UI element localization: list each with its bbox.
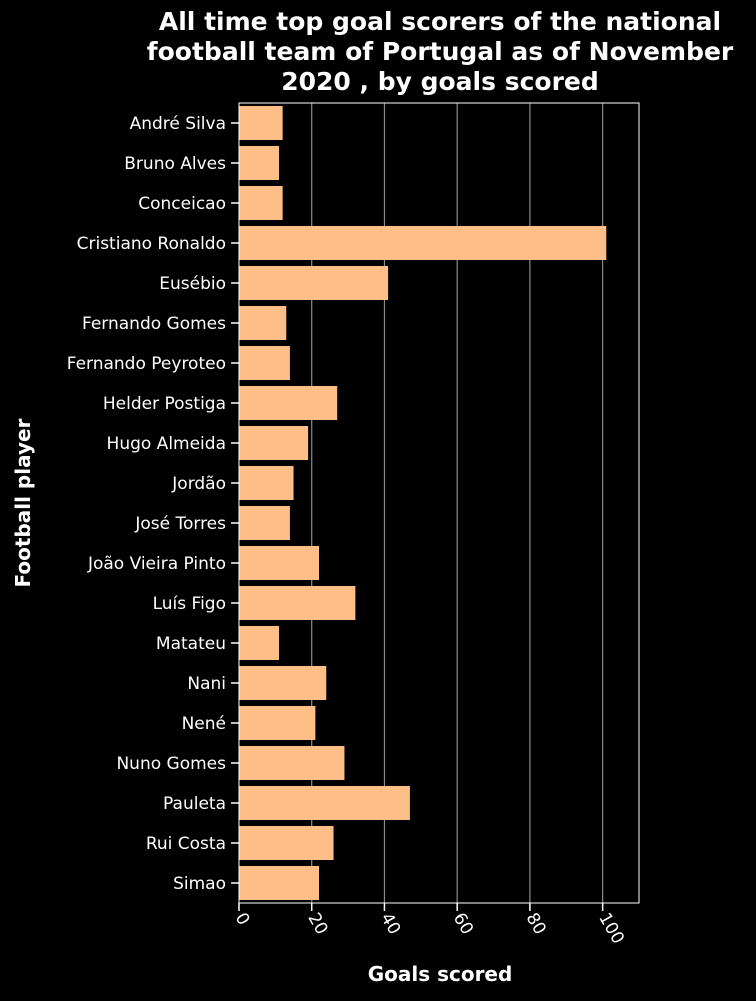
y-tick-label-1: Bruno Alves: [124, 154, 226, 174]
bar-12: [239, 586, 356, 620]
y-tick-label-7: Helder Postiga: [103, 394, 226, 414]
y-tick-label-5: Fernando Gomes: [82, 314, 226, 334]
y-tick-label-6: Fernando Peyroteo: [67, 354, 226, 374]
bar-15: [239, 706, 316, 740]
y-tick-label-4: Eusébio: [159, 274, 226, 294]
y-tick-label-9: Jordão: [171, 474, 226, 494]
bar-17: [239, 786, 410, 820]
bar-10: [239, 506, 290, 540]
y-axis-label: Football player: [11, 418, 35, 587]
y-tick-label-0: André Silva: [130, 114, 226, 134]
y-tick-label-12: Luís Figo: [153, 594, 226, 614]
y-tick-label-14: Nani: [187, 674, 226, 694]
y-tick-label-13: Matateu: [156, 634, 226, 654]
y-tick-label-16: Nuno Gomes: [116, 754, 226, 774]
y-tick-label-18: Rui Costa: [146, 834, 226, 854]
bar-13: [239, 626, 279, 660]
y-tick-label-19: Simao: [173, 874, 226, 894]
bar-9: [239, 466, 294, 500]
chart-title-line-2: football team of Portugal as of November: [147, 37, 734, 66]
bar-16: [239, 746, 345, 780]
bar-7: [239, 386, 338, 420]
bar-18: [239, 826, 334, 860]
bar-2: [239, 186, 283, 220]
bar-3: [239, 226, 607, 260]
bar-5: [239, 306, 287, 340]
y-tick-label-15: Nené: [182, 714, 226, 734]
y-tick-label-10: José Torres: [134, 514, 226, 534]
y-tick-label-2: Conceicao: [138, 194, 226, 214]
chart-title-line-1: All time top goal scorers of the nationa…: [159, 7, 721, 36]
y-tick-label-8: Hugo Almeida: [107, 434, 226, 454]
bar-0: [239, 106, 283, 140]
y-tick-label-11: João Vieira Pinto: [87, 554, 226, 574]
bar-11: [239, 546, 319, 580]
chart-title-line-3: 2020 , by goals scored: [281, 67, 599, 96]
y-tick-label-17: Pauleta: [163, 794, 226, 814]
bar-14: [239, 666, 327, 700]
plot-area: André Silva Bruno Alves Conceicao Cristiano…: [67, 102, 640, 948]
bar-6: [239, 346, 290, 380]
x-axis-label: Goals scored: [368, 962, 513, 986]
plot-frame: [238, 102, 640, 904]
bar-19: [239, 866, 319, 900]
bar-1: [239, 146, 279, 180]
y-tick-label-3: Cristiano Ronaldo: [77, 234, 226, 254]
bar-8: [239, 426, 309, 460]
bar-4: [239, 266, 389, 300]
